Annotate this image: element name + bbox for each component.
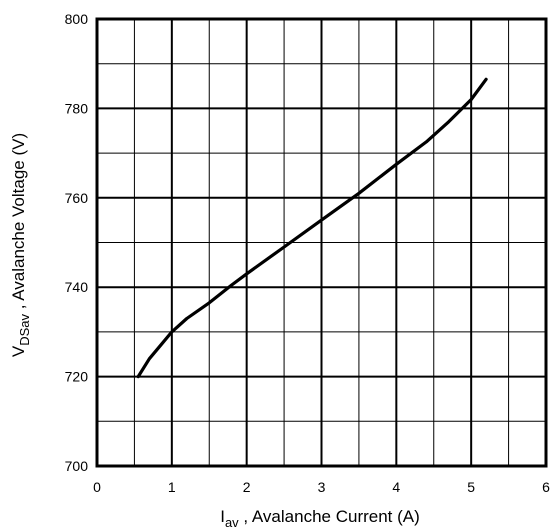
x-axis-label-rest: , Avalanche Current (A) xyxy=(239,507,420,526)
series-line-group xyxy=(136,77,488,379)
x-tick-label: 3 xyxy=(318,479,326,495)
plot-frame xyxy=(95,17,548,468)
x-tick-label: 0 xyxy=(93,479,101,495)
y-axis-label-main: V xyxy=(9,345,28,357)
x-axis-label-subscript: av xyxy=(225,515,239,530)
x-axis-label-main: I xyxy=(220,507,225,526)
x-axis-label: Iav , Avalanche Current (A) xyxy=(220,507,420,530)
x-tick-labels: 0 1 2 3 4 5 6 xyxy=(93,479,550,495)
x-tick-label: 4 xyxy=(392,479,400,495)
y-tick-label: 740 xyxy=(65,279,89,295)
y-tick-labels: 700 720 740 760 780 800 xyxy=(65,11,89,474)
y-tick-label: 760 xyxy=(65,190,89,206)
y-axis-label-subscript: DSav xyxy=(17,314,32,346)
major-gridlines xyxy=(97,19,546,466)
x-tick-label: 6 xyxy=(542,479,550,495)
x-tick-label: 5 xyxy=(467,479,475,495)
x-tick-label: 2 xyxy=(243,479,251,495)
y-tick-label: 700 xyxy=(65,458,89,474)
y-tick-label: 800 xyxy=(65,11,89,27)
y-tick-label: 720 xyxy=(65,369,89,385)
y-tick-label: 780 xyxy=(65,100,89,116)
y-axis-label-rest: , Avalanche Voltage (V) xyxy=(9,133,28,314)
series-line xyxy=(136,77,488,379)
x-tick-label: 1 xyxy=(168,479,176,495)
y-axis-label: VDSav , Avalanche Voltage (V) xyxy=(9,133,32,357)
